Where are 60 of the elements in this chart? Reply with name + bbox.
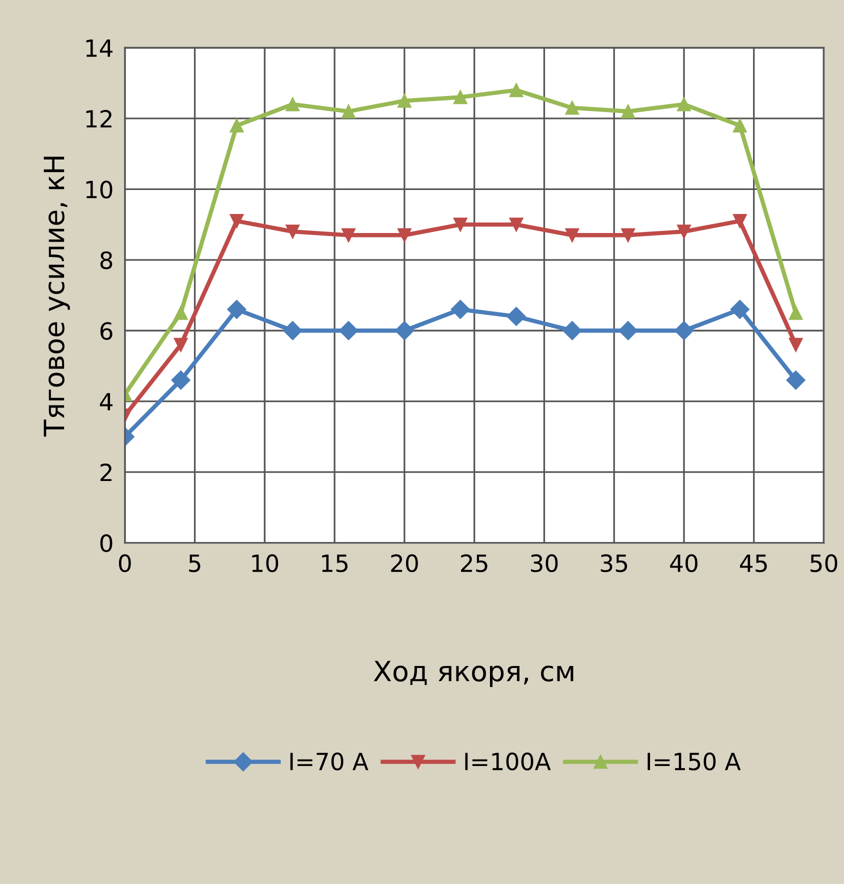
point [453, 90, 468, 104]
y-tick-label: 6 [100, 322, 112, 340]
point [342, 228, 356, 242]
point [227, 300, 246, 319]
point [621, 228, 636, 242]
point [621, 104, 636, 118]
point [506, 306, 526, 326]
point [286, 97, 300, 112]
point [677, 97, 691, 112]
point [677, 224, 691, 239]
point [730, 300, 750, 319]
y-tick-label: 12 [86, 110, 112, 128]
legend-label: I=150 A [648, 752, 741, 770]
point [509, 218, 524, 232]
y-tick-label: 0 [100, 534, 112, 552]
y-tick-label: 10 [86, 180, 112, 198]
point [618, 321, 638, 340]
x-tick-label: 25 [461, 554, 488, 572]
point [732, 214, 747, 228]
point [788, 306, 803, 320]
point [450, 300, 470, 319]
point [453, 218, 468, 232]
x-tick-label: 50 [810, 554, 838, 572]
x-tick-label: 45 [740, 554, 767, 572]
point [398, 94, 412, 108]
x-tick-label: 10 [252, 554, 278, 572]
point [394, 321, 414, 340]
point [230, 214, 244, 228]
point [283, 321, 302, 340]
x-tick-label: 35 [600, 554, 628, 572]
point [339, 321, 358, 340]
point [788, 338, 803, 352]
y-tick-label: 14 [86, 39, 112, 57]
point [732, 118, 747, 132]
point [562, 321, 582, 340]
x-tick-label: 20 [391, 554, 418, 572]
x-tick-label: 40 [670, 554, 698, 572]
y-axis-title: Тяговое усилие, кН [44, 156, 70, 437]
point [786, 370, 806, 390]
point [171, 370, 190, 390]
legend-label: I=100A [465, 752, 551, 770]
y-tick-label: 4 [100, 393, 112, 410]
point [174, 306, 188, 320]
y-tick-label: 8 [100, 251, 112, 270]
point [674, 321, 694, 340]
legend-label: I=70 A [290, 752, 368, 770]
x-axis-title: Ход якоря, см [374, 660, 574, 687]
point [398, 228, 412, 242]
x-tick-label: 30 [530, 554, 558, 572]
point [286, 224, 300, 239]
point [565, 228, 580, 242]
x-tick-label: 0 [118, 554, 131, 572]
point [342, 104, 356, 118]
y-tick-label: 2 [100, 464, 112, 482]
point [174, 338, 188, 352]
point [509, 83, 524, 98]
x-tick-label: 5 [189, 554, 200, 572]
point [230, 118, 244, 132]
x-tick-label: 15 [322, 554, 348, 572]
point [565, 100, 580, 115]
